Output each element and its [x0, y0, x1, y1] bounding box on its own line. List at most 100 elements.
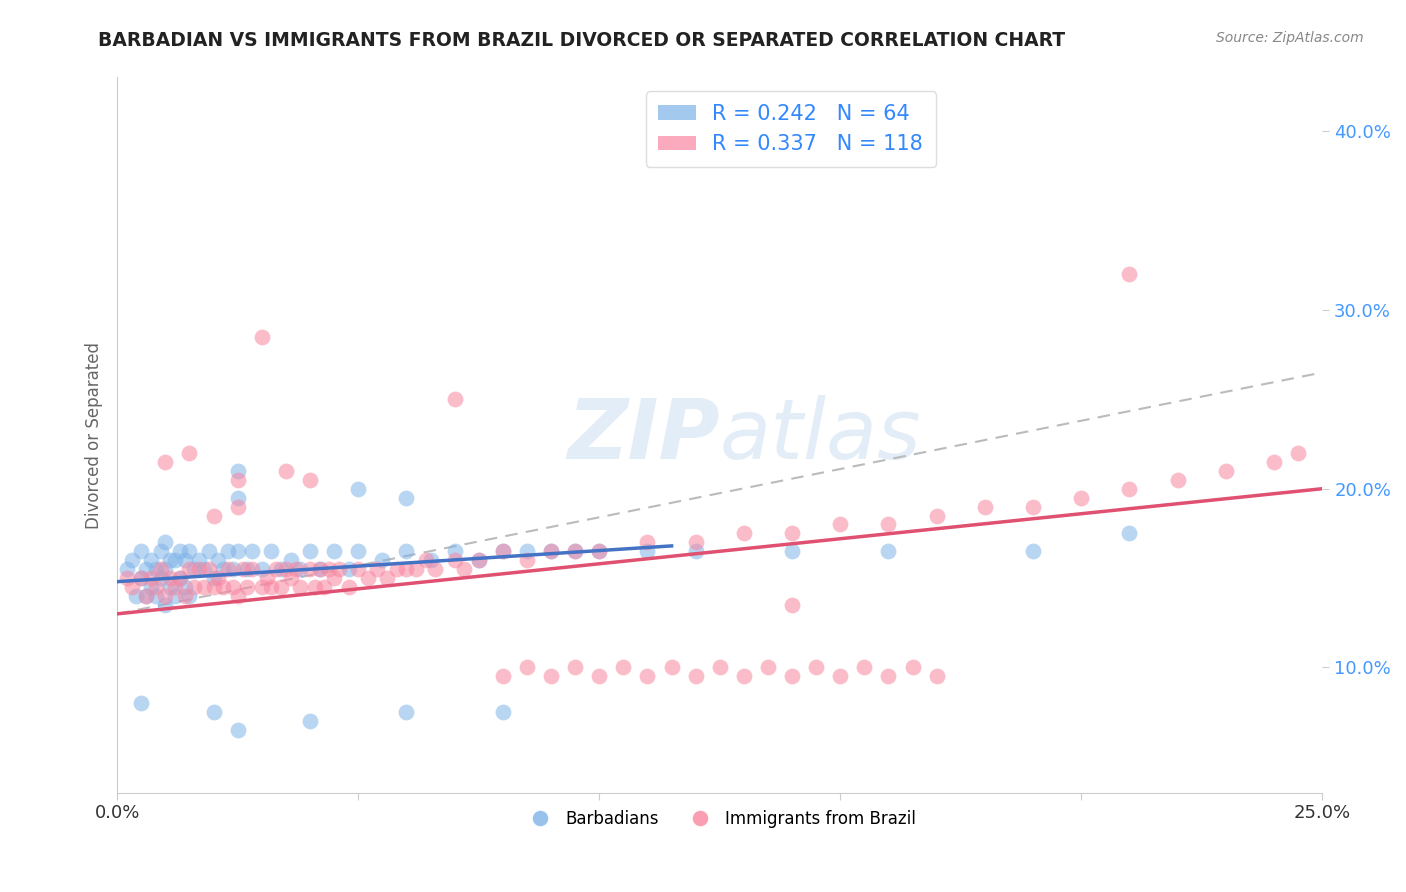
Point: [661, 660, 683, 674]
Point: [564, 544, 586, 558]
Point: [830, 517, 852, 532]
Point: [256, 571, 278, 585]
Point: [159, 580, 181, 594]
Point: [298, 473, 321, 487]
Point: [308, 562, 330, 576]
Point: [179, 589, 201, 603]
Point: [155, 598, 177, 612]
Point: [925, 508, 948, 523]
Point: [636, 669, 658, 683]
Point: [231, 562, 253, 576]
Point: [780, 598, 803, 612]
Point: [169, 544, 191, 558]
Point: [260, 580, 283, 594]
Point: [129, 571, 152, 585]
Point: [197, 544, 219, 558]
Point: [217, 562, 239, 576]
Point: [226, 491, 249, 505]
Point: [375, 571, 398, 585]
Point: [1022, 500, 1045, 514]
Point: [1215, 464, 1237, 478]
Point: [193, 562, 215, 576]
Point: [179, 562, 201, 576]
Point: [260, 544, 283, 558]
Point: [540, 669, 562, 683]
Point: [685, 535, 707, 549]
Point: [612, 660, 634, 674]
Point: [159, 571, 181, 585]
Point: [830, 669, 852, 683]
Point: [366, 562, 388, 576]
Point: [129, 544, 152, 558]
Point: [145, 562, 167, 576]
Point: [1167, 473, 1189, 487]
Point: [202, 571, 225, 585]
Point: [492, 669, 515, 683]
Point: [1263, 455, 1285, 469]
Point: [173, 589, 195, 603]
Point: [347, 544, 370, 558]
Point: [685, 669, 707, 683]
Point: [804, 660, 827, 674]
Point: [1022, 544, 1045, 558]
Point: [337, 580, 360, 594]
Point: [163, 589, 186, 603]
Point: [155, 589, 177, 603]
Point: [564, 544, 586, 558]
Point: [280, 571, 302, 585]
Point: [385, 562, 408, 576]
Point: [135, 589, 157, 603]
Point: [202, 705, 225, 719]
Point: [337, 562, 360, 576]
Point: [179, 446, 201, 460]
Point: [1118, 267, 1140, 281]
Point: [173, 553, 195, 567]
Point: [308, 562, 330, 576]
Point: [155, 535, 177, 549]
Point: [415, 553, 437, 567]
Point: [540, 544, 562, 558]
Point: [139, 580, 162, 594]
Point: [298, 544, 321, 558]
Point: [1286, 446, 1309, 460]
Point: [115, 562, 138, 576]
Point: [323, 571, 346, 585]
Point: [129, 696, 152, 710]
Point: [347, 562, 370, 576]
Point: [212, 580, 235, 594]
Point: [516, 553, 538, 567]
Point: [780, 669, 803, 683]
Point: [588, 669, 610, 683]
Point: [135, 562, 157, 576]
Point: [540, 544, 562, 558]
Point: [125, 589, 148, 603]
Text: Source: ZipAtlas.com: Source: ZipAtlas.com: [1216, 31, 1364, 45]
Point: [419, 553, 441, 567]
Point: [274, 464, 297, 478]
Point: [636, 544, 658, 558]
Point: [347, 482, 370, 496]
Point: [163, 580, 186, 594]
Point: [298, 562, 321, 576]
Point: [183, 562, 205, 576]
Point: [443, 553, 465, 567]
Text: BARBADIAN VS IMMIGRANTS FROM BRAZIL DIVORCED OR SEPARATED CORRELATION CHART: BARBADIAN VS IMMIGRANTS FROM BRAZIL DIVO…: [98, 31, 1066, 50]
Point: [395, 562, 418, 576]
Point: [139, 553, 162, 567]
Point: [179, 544, 201, 558]
Point: [733, 669, 755, 683]
Point: [197, 562, 219, 576]
Point: [270, 562, 292, 576]
Point: [318, 562, 340, 576]
Point: [290, 562, 312, 576]
Point: [226, 500, 249, 514]
Point: [250, 562, 273, 576]
Point: [395, 705, 418, 719]
Point: [222, 580, 245, 594]
Point: [877, 544, 900, 558]
Point: [236, 580, 259, 594]
Point: [264, 562, 287, 576]
Legend: Barbadians, Immigrants from Brazil: Barbadians, Immigrants from Brazil: [517, 803, 922, 834]
Point: [193, 580, 215, 594]
Point: [250, 580, 273, 594]
